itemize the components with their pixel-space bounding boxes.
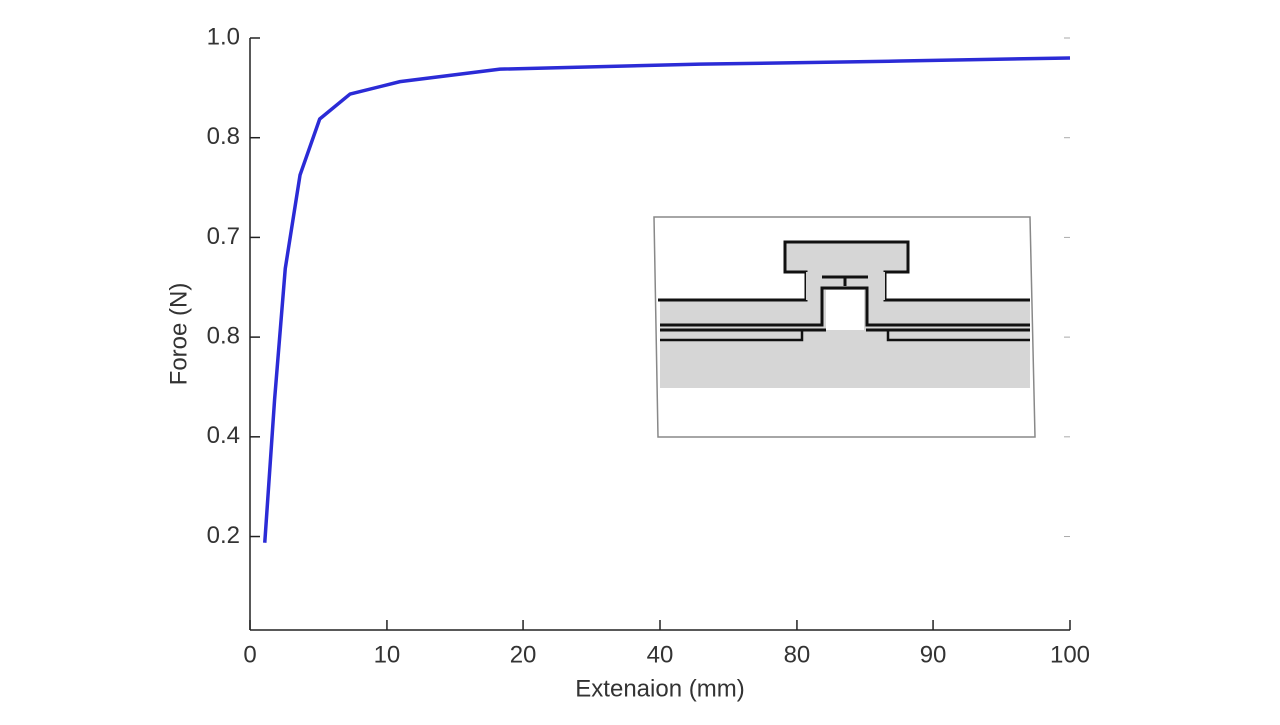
y-tick-label: 0.8	[207, 322, 240, 349]
series-line	[263, 56, 1071, 543]
x-tick-label: 40	[647, 641, 674, 668]
x-tick-label: 20	[510, 641, 537, 668]
y-tick-label: 0.2	[207, 522, 240, 549]
y-axis-label: Foroe (N)	[165, 283, 192, 386]
x-tick-label: 100	[1050, 641, 1090, 668]
y-tick-label: 0.4	[207, 422, 240, 449]
y-tick-label: 1.0	[207, 23, 240, 50]
x-axis-label: Extenaion (mm)	[575, 675, 744, 702]
x-tick-label: 10	[374, 641, 401, 668]
y-tick-label: 0.7	[207, 223, 240, 250]
inset-diagram	[653, 216, 1036, 438]
x-tick-label: 90	[920, 641, 947, 668]
y-tick-label: 0.8	[207, 123, 240, 150]
x-tick-label: 0	[243, 641, 256, 668]
x-tick-label: 80	[784, 641, 811, 668]
